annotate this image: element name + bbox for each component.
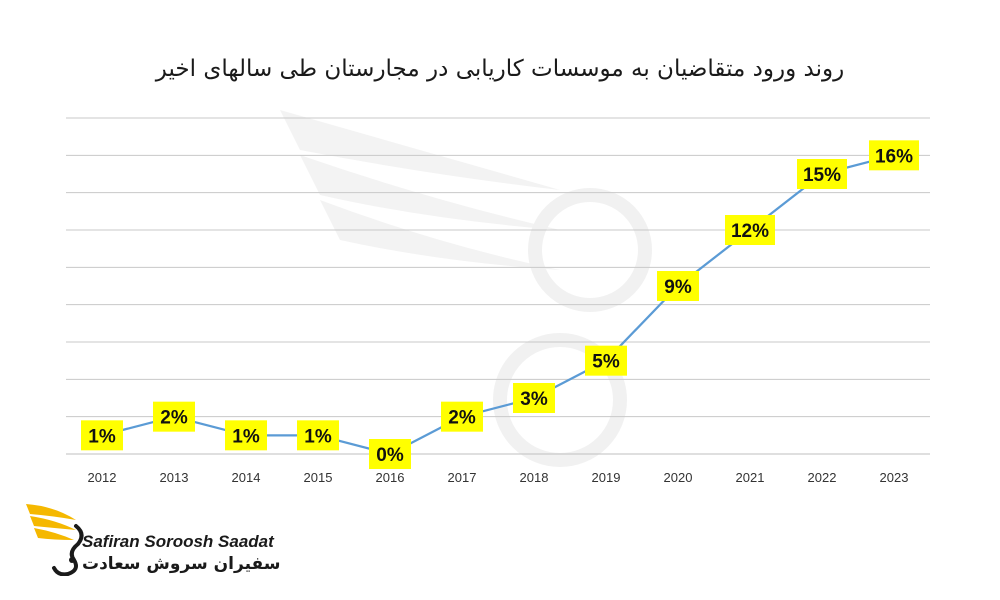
brand-arabic-name: سفیران سروش سعادت xyxy=(82,554,281,574)
x-tick-label: 2012 xyxy=(88,470,117,485)
brand-latin-name: Safiran Soroosh Saadat xyxy=(82,532,274,551)
x-tick-label: 2019 xyxy=(592,470,621,485)
data-label-text: 9% xyxy=(664,277,692,298)
data-label-box xyxy=(441,401,483,432)
data-label: 1% xyxy=(297,420,339,451)
data-label: 9% xyxy=(657,271,699,301)
data-label: 15% xyxy=(797,159,847,189)
data-label-text: 3% xyxy=(520,389,548,410)
x-tick-label: 2022 xyxy=(808,470,837,485)
data-label: 5% xyxy=(585,345,627,376)
x-tick-label: 2023 xyxy=(880,470,909,485)
data-label-text: 2% xyxy=(160,408,188,429)
data-label-box xyxy=(725,215,775,245)
data-label: 2% xyxy=(153,401,195,432)
x-tick-label: 2015 xyxy=(304,470,333,485)
data-label-text: 12% xyxy=(731,221,769,242)
x-tick-label: 2021 xyxy=(736,470,765,485)
data-label: 12% xyxy=(725,215,775,245)
data-label: 2% xyxy=(441,401,483,432)
gridlines xyxy=(66,117,930,455)
x-tick-label: 2017 xyxy=(448,470,477,485)
data-label-text: 5% xyxy=(592,352,620,373)
data-label-box xyxy=(297,420,339,451)
data-label-text: 1% xyxy=(304,426,332,447)
data-label-box xyxy=(225,420,267,451)
x-tick-label: 2014 xyxy=(232,470,261,485)
data-label-text: 0% xyxy=(376,445,404,466)
brand-logo-block: Safiran Soroosh Saadat سفیران سروش سعادت xyxy=(24,496,324,586)
data-label-box xyxy=(513,383,555,413)
data-label: 3% xyxy=(513,383,555,413)
data-label-text: 1% xyxy=(232,426,260,447)
x-axis-tick-labels: 2012 2013 2014 2015 2016 2017 2018 2019 2020 2021… xyxy=(88,470,909,485)
data-label: 1% xyxy=(225,420,267,451)
data-label-text: 15% xyxy=(803,165,841,186)
data-label-box xyxy=(153,401,195,432)
data-label-text: 1% xyxy=(88,426,116,447)
data-label-box xyxy=(657,271,699,301)
winged-s-logo-icon xyxy=(26,504,84,576)
data-label-box xyxy=(869,140,919,171)
data-label: 0% xyxy=(369,439,411,469)
chart-title: روند ورود متقاضیان به موسسات کاریابی در … xyxy=(155,56,845,82)
data-label-box xyxy=(585,345,627,376)
data-label-box xyxy=(797,159,847,189)
x-tick-label: 2020 xyxy=(664,470,693,485)
x-tick-label: 2016 xyxy=(376,470,405,485)
data-label-box xyxy=(81,420,123,451)
data-label-text: 16% xyxy=(875,146,913,167)
x-tick-label: 2013 xyxy=(160,470,189,485)
x-tick-label: 2018 xyxy=(520,470,549,485)
data-label-text: 2% xyxy=(448,408,476,429)
data-label: 1% xyxy=(81,420,123,451)
data-label: 16% xyxy=(869,140,919,171)
data-labels: 1% 2% 1% 1% 0% 2% 3% 5% 9% 12% 15% 16% xyxy=(81,140,919,469)
data-label-box xyxy=(369,439,411,469)
